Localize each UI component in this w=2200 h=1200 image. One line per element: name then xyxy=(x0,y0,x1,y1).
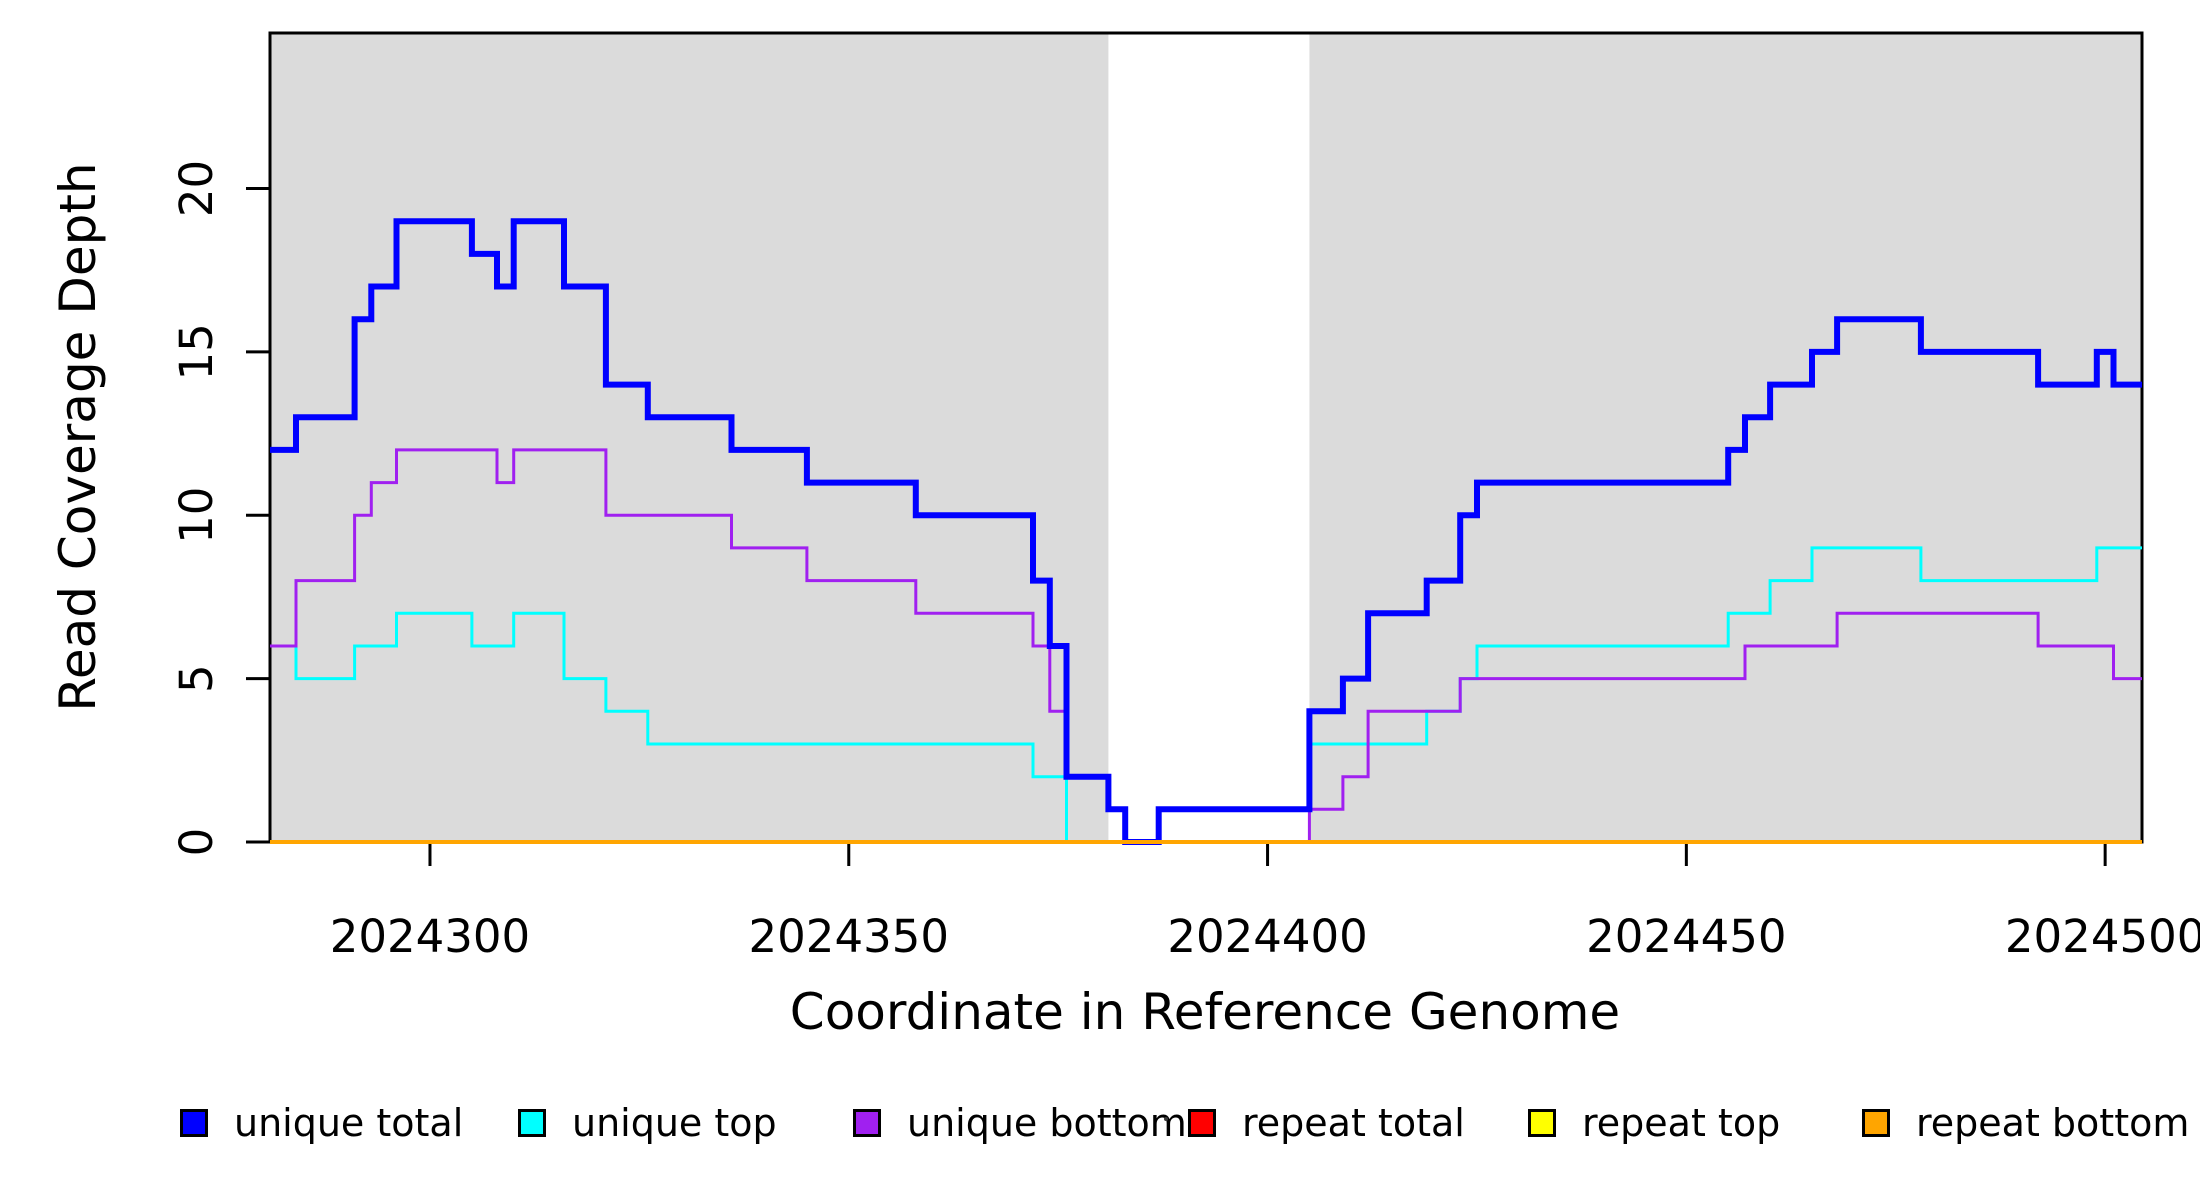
series-line-unique-bottom xyxy=(270,448,2142,844)
y-tick-label: 10 xyxy=(170,487,223,544)
y-tick-label: 20 xyxy=(170,160,223,217)
x-tick-label: 2024450 xyxy=(1586,910,1786,963)
y-tick-label: 5 xyxy=(170,664,223,693)
speck-artifact xyxy=(1164,1117,1168,1121)
y-tick-label: 15 xyxy=(170,323,223,380)
shaded-region-0 xyxy=(270,33,1109,842)
x-axis-title: Coordinate in Reference Genome xyxy=(789,983,1621,1041)
x-tick-label: 2024300 xyxy=(330,910,530,963)
series-line-unique-total xyxy=(270,218,2142,845)
x-tick-label: 2024500 xyxy=(2005,910,2200,963)
y-axis-title: Read Coverage Depth xyxy=(49,162,107,712)
x-tick-label: 2024400 xyxy=(1167,910,1367,963)
y-tick-label: 0 xyxy=(170,828,223,857)
x-tick-label: 2024350 xyxy=(749,910,949,963)
shaded-region-1 xyxy=(1309,33,2142,842)
